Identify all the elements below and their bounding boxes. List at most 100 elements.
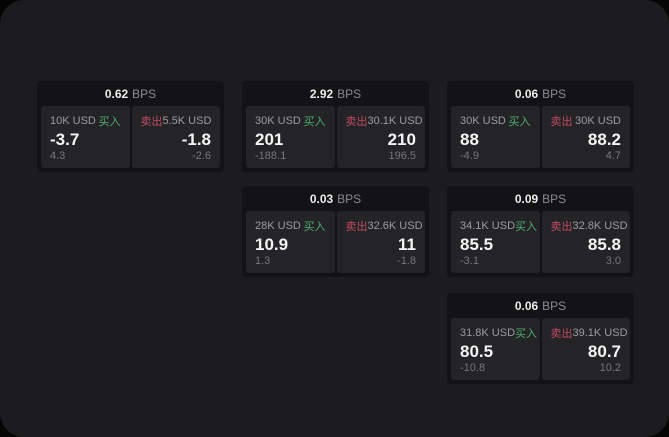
sell-panel-header: 卖出 32.8K USD — [550, 218, 628, 234]
spread-value: 0.62 — [104, 86, 129, 101]
price-tile[interactable]: 0.06 BPS 30K USD 买入 88 -4.9 卖出 30K USD 8… — [447, 81, 634, 172]
sell-panel-header: 卖出 30K USD — [551, 113, 622, 129]
buy-panel-header: 28K USD 买入 — [255, 218, 326, 234]
spread-value: 0.09 — [514, 191, 539, 206]
buy-notional: 30K USD — [460, 115, 506, 127]
buy-panel-header: 30K USD 买入 — [255, 113, 326, 129]
sell-notional: 32.6K USD — [367, 220, 423, 232]
buy-delta: -188.1 — [255, 150, 287, 162]
spread-value: 0.03 — [309, 191, 334, 206]
buy-price: 80.5 — [460, 342, 494, 361]
spread-unit: BPS — [542, 191, 567, 206]
buy-delta: -4.9 — [460, 150, 479, 162]
sell-panel-header: 卖出 30.1K USD — [345, 113, 423, 129]
sell-delta: 4.7 — [605, 150, 621, 162]
tile-body: 30K USD 买入 88 -4.9 卖出 30K USD 88.2 4.7 — [447, 106, 634, 172]
buy-price: 88 — [460, 130, 479, 149]
tile-body: 28K USD 买入 10.9 1.3 卖出 32.6K USD 11 -1.8 — [242, 211, 429, 277]
sell-panel[interactable]: 卖出 39.1K USD 80.7 10.2 — [541, 318, 630, 380]
buy-panel[interactable]: 31.8K USD 买入 80.5 -10.8 — [451, 318, 540, 380]
sell-price: 210 — [387, 130, 416, 149]
spread-value: 0.06 — [514, 86, 539, 101]
sell-side-label: 卖出 — [550, 116, 573, 128]
buy-panel-header: 30K USD 买入 — [460, 113, 531, 129]
buy-panel[interactable]: 28K USD 买入 10.9 1.3 — [246, 211, 335, 273]
buy-notional: 10K USD — [50, 115, 96, 127]
buy-notional: 34.1K USD — [460, 220, 516, 232]
buy-delta: 4.3 — [50, 150, 66, 162]
price-tile[interactable]: 0.09 BPS 34.1K USD 买入 85.5 -3.1 卖出 32.8K… — [447, 186, 634, 277]
buy-notional: 28K USD — [255, 220, 301, 232]
buy-side-label: 买入 — [303, 221, 326, 233]
tile-body: 31.8K USD 买入 80.5 -10.8 卖出 39.1K USD 80.… — [447, 318, 634, 384]
tile-body: 30K USD 买入 201 -188.1 卖出 30.1K USD 210 1… — [242, 106, 429, 172]
sell-delta: 10.2 — [599, 362, 621, 374]
buy-panel[interactable]: 34.1K USD 买入 85.5 -3.1 — [451, 211, 540, 273]
sell-panel[interactable]: 卖出 32.8K USD 85.8 3.0 — [541, 211, 630, 273]
price-tile[interactable]: 2.92 BPS 30K USD 买入 201 -188.1 卖出 30.1K … — [242, 81, 429, 172]
buy-side-label: 买入 — [303, 116, 326, 128]
spread-unit: BPS — [337, 191, 362, 206]
sell-delta: -1.8 — [397, 255, 416, 267]
sell-panel-header: 卖出 5.5K USD — [141, 113, 212, 129]
buy-price: -3.7 — [50, 130, 80, 149]
tile-spread-header: 0.06 BPS — [447, 293, 634, 318]
buy-side-label: 买入 — [515, 221, 538, 233]
spread-unit: BPS — [132, 86, 157, 101]
sell-delta: -2.6 — [192, 150, 211, 162]
spread-unit: BPS — [542, 86, 567, 101]
sell-panel[interactable]: 卖出 32.6K USD 11 -1.8 — [336, 211, 425, 273]
sell-delta: 3.0 — [605, 255, 621, 267]
sell-price: 88.2 — [587, 130, 621, 149]
sell-panel-header: 卖出 32.6K USD — [345, 218, 423, 234]
buy-price: 201 — [255, 130, 284, 149]
buy-side-label: 买入 — [508, 116, 531, 128]
sell-notional: 30K USD — [575, 115, 621, 127]
buy-notional: 31.8K USD — [460, 327, 516, 339]
buy-side-label: 买入 — [515, 328, 538, 340]
tile-spread-header: 0.06 BPS — [447, 81, 634, 106]
tile-body: 34.1K USD 买入 85.5 -3.1 卖出 32.8K USD 85.8… — [447, 211, 634, 277]
spread-value: 0.06 — [514, 298, 539, 313]
tile-spread-header: 0.03 BPS — [242, 186, 429, 211]
sell-price: 11 — [398, 235, 416, 254]
price-tile[interactable]: 0.62 BPS 10K USD 买入 -3.7 4.3 卖出 5.5K USD… — [37, 81, 224, 172]
sell-side-label: 卖出 — [550, 328, 573, 340]
sell-price: 80.7 — [587, 342, 621, 361]
sell-panel[interactable]: 卖出 5.5K USD -1.8 -2.6 — [131, 106, 220, 168]
sell-side-label: 卖出 — [345, 116, 368, 128]
sell-panel[interactable]: 卖出 30.1K USD 210 196.5 — [336, 106, 425, 168]
buy-price: 85.5 — [460, 235, 494, 254]
buy-panel-header: 34.1K USD 买入 — [460, 218, 537, 234]
buy-delta: 1.3 — [255, 255, 271, 267]
sell-side-label: 卖出 — [550, 221, 573, 233]
price-tile[interactable]: 0.06 BPS 31.8K USD 买入 80.5 -10.8 卖出 39.1… — [447, 293, 634, 384]
sell-price: -1.8 — [181, 130, 211, 149]
sell-side-label: 卖出 — [140, 116, 163, 128]
buy-panel[interactable]: 30K USD 买入 88 -4.9 — [451, 106, 540, 168]
sell-notional: 30.1K USD — [367, 115, 423, 127]
spread-unit: BPS — [337, 86, 362, 101]
sell-notional: 5.5K USD — [162, 115, 212, 127]
buy-delta: -10.8 — [460, 362, 486, 374]
buy-panel-header: 10K USD 买入 — [50, 113, 121, 129]
sell-notional: 32.8K USD — [572, 220, 628, 232]
buy-side-label: 买入 — [98, 116, 121, 128]
sell-side-label: 卖出 — [345, 221, 368, 233]
sell-notional: 39.1K USD — [572, 327, 628, 339]
spread-unit: BPS — [542, 298, 567, 313]
sell-delta: 196.5 — [388, 150, 416, 162]
tile-body: 10K USD 买入 -3.7 4.3 卖出 5.5K USD -1.8 -2.… — [37, 106, 224, 172]
buy-notional: 30K USD — [255, 115, 301, 127]
price-tile[interactable]: 0.03 BPS 28K USD 买入 10.9 1.3 卖出 32.6K US… — [242, 186, 429, 277]
tile-spread-header: 0.62 BPS — [37, 81, 224, 106]
buy-price: 10.9 — [255, 235, 289, 254]
buy-panel[interactable]: 30K USD 买入 201 -188.1 — [246, 106, 335, 168]
spread-value: 2.92 — [309, 86, 334, 101]
buy-delta: -3.1 — [460, 255, 479, 267]
sell-panel-header: 卖出 39.1K USD — [550, 325, 628, 341]
sell-panel[interactable]: 卖出 30K USD 88.2 4.7 — [541, 106, 630, 168]
buy-panel[interactable]: 10K USD 买入 -3.7 4.3 — [41, 106, 130, 168]
buy-panel-header: 31.8K USD 买入 — [460, 325, 537, 341]
